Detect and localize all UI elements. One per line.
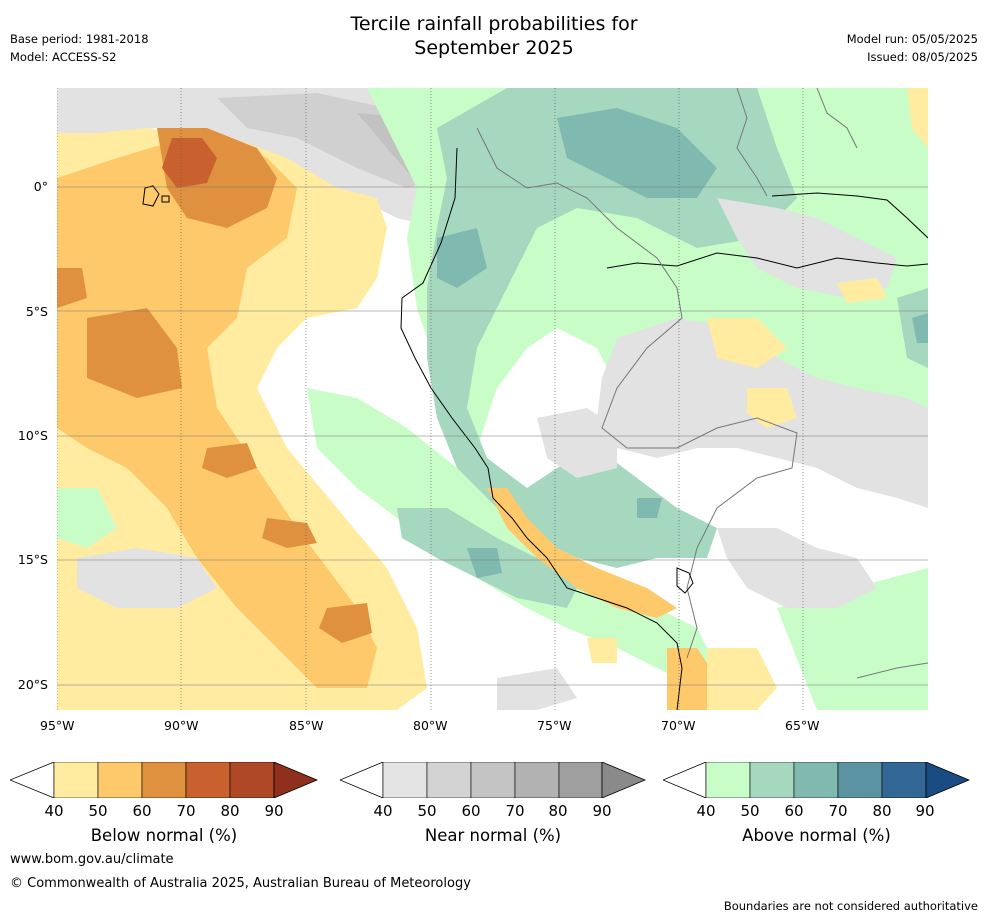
colorbar-below-tick: 90	[264, 802, 284, 820]
colorbar-near-tick: 70	[505, 802, 525, 820]
colorbar-above	[661, 761, 971, 799]
title-line-1: Tercile rainfall probabilities for	[350, 13, 638, 35]
lon-label-70w: 70°W	[661, 718, 696, 733]
lat-label-5s: 5°S	[25, 304, 48, 319]
lon-label-80w: 80°W	[413, 718, 448, 733]
colorbar-below-tick: 60	[132, 802, 152, 820]
map-title: Tercile rainfall probabilities for Septe…	[0, 12, 988, 60]
colorbar-near-tick: 80	[548, 802, 568, 820]
colorbar-below-swatch	[229, 761, 275, 799]
lon-label-90w: 90°W	[164, 718, 199, 733]
colorbar-near-swatch	[426, 761, 472, 799]
lat-label-15s: 15°S	[17, 552, 48, 567]
title-line-2: September 2025	[414, 37, 574, 59]
meta-right: Model run: 05/05/2025 Issued: 08/05/2025	[847, 30, 978, 66]
colorbar-above-swatch	[881, 761, 927, 799]
colorbar-near-graphic	[338, 761, 647, 799]
colorbar-above-tick: 80	[872, 802, 892, 820]
colorbar-above-graphic	[661, 761, 971, 799]
colorbar-below-tick: 50	[88, 802, 108, 820]
colorbar-below-swatch	[141, 761, 187, 799]
website-link[interactable]: www.bom.gov.au/climate	[10, 852, 174, 867]
lat-label-10s: 10°S	[17, 428, 48, 443]
colorbar-below-swatch	[53, 761, 99, 799]
colorbar-below-label: Below normal (%)	[90, 826, 238, 845]
colorbar-near-arrow	[601, 761, 647, 799]
lon-label-65w: 65°W	[785, 718, 820, 733]
model-name: Model: ACCESS-S2	[10, 50, 117, 64]
lon-label-95w: 95°W	[40, 718, 75, 733]
colorbar-below-graphic	[8, 761, 319, 799]
colorbar-near-swatch	[382, 761, 428, 799]
colorbar-above-tick: 70	[828, 802, 848, 820]
colorbar-near-tick: 60	[461, 802, 481, 820]
colorbar-near-label: Near normal (%)	[424, 826, 562, 845]
colorbar-near-tick: 50	[417, 802, 437, 820]
issued-date: Issued: 08/05/2025	[867, 50, 978, 64]
colorbar-above-arrow	[925, 761, 971, 799]
copyright: © Commonwealth of Australia 2025, Austra…	[10, 876, 471, 891]
disclaimer: Boundaries are not considered authoritat…	[723, 899, 978, 913]
colorbar-above-swatch	[793, 761, 839, 799]
colorbar-above-swatch	[705, 761, 751, 799]
base-period: Base period: 1981-2018	[10, 32, 149, 46]
model-run: Model run: 05/05/2025	[846, 32, 978, 46]
rainfall-map	[57, 88, 928, 710]
lon-label-75w: 75°W	[537, 718, 572, 733]
meta-left: Base period: 1981-2018 Model: ACCESS-S2	[10, 30, 149, 66]
colorbar-above-swatch	[749, 761, 795, 799]
colorbar-near	[338, 761, 647, 799]
colorbar-below-swatch	[185, 761, 231, 799]
colorbar-near-swatch	[558, 761, 603, 799]
colorbar-below	[8, 761, 319, 799]
colorbar-below-tick: 80	[220, 802, 240, 820]
lon-label-85w: 85°W	[289, 718, 324, 733]
colorbar-below-arrow	[273, 761, 319, 799]
colorbar-above-tick: 40	[696, 802, 716, 820]
colorbar-above-swatch	[837, 761, 883, 799]
colorbar-above-tick: 50	[740, 802, 760, 820]
lat-label-0: 0°	[33, 179, 48, 194]
colorbar-below-swatch	[97, 761, 143, 799]
colorbar-near-swatch	[514, 761, 560, 799]
colorbar-below-tick: 70	[176, 802, 196, 820]
colorbar-above-tick: 90	[915, 802, 935, 820]
colorbar-near-swatch	[470, 761, 516, 799]
colorbar-above-label: Above normal (%)	[742, 826, 891, 845]
colorbar-above-tick: 60	[784, 802, 804, 820]
lat-label-20s: 20°S	[17, 677, 48, 692]
colorbar-below-tick: 40	[44, 802, 64, 820]
colorbar-near-tick: 40	[373, 802, 393, 820]
colorbar-near-tick: 90	[592, 802, 612, 820]
